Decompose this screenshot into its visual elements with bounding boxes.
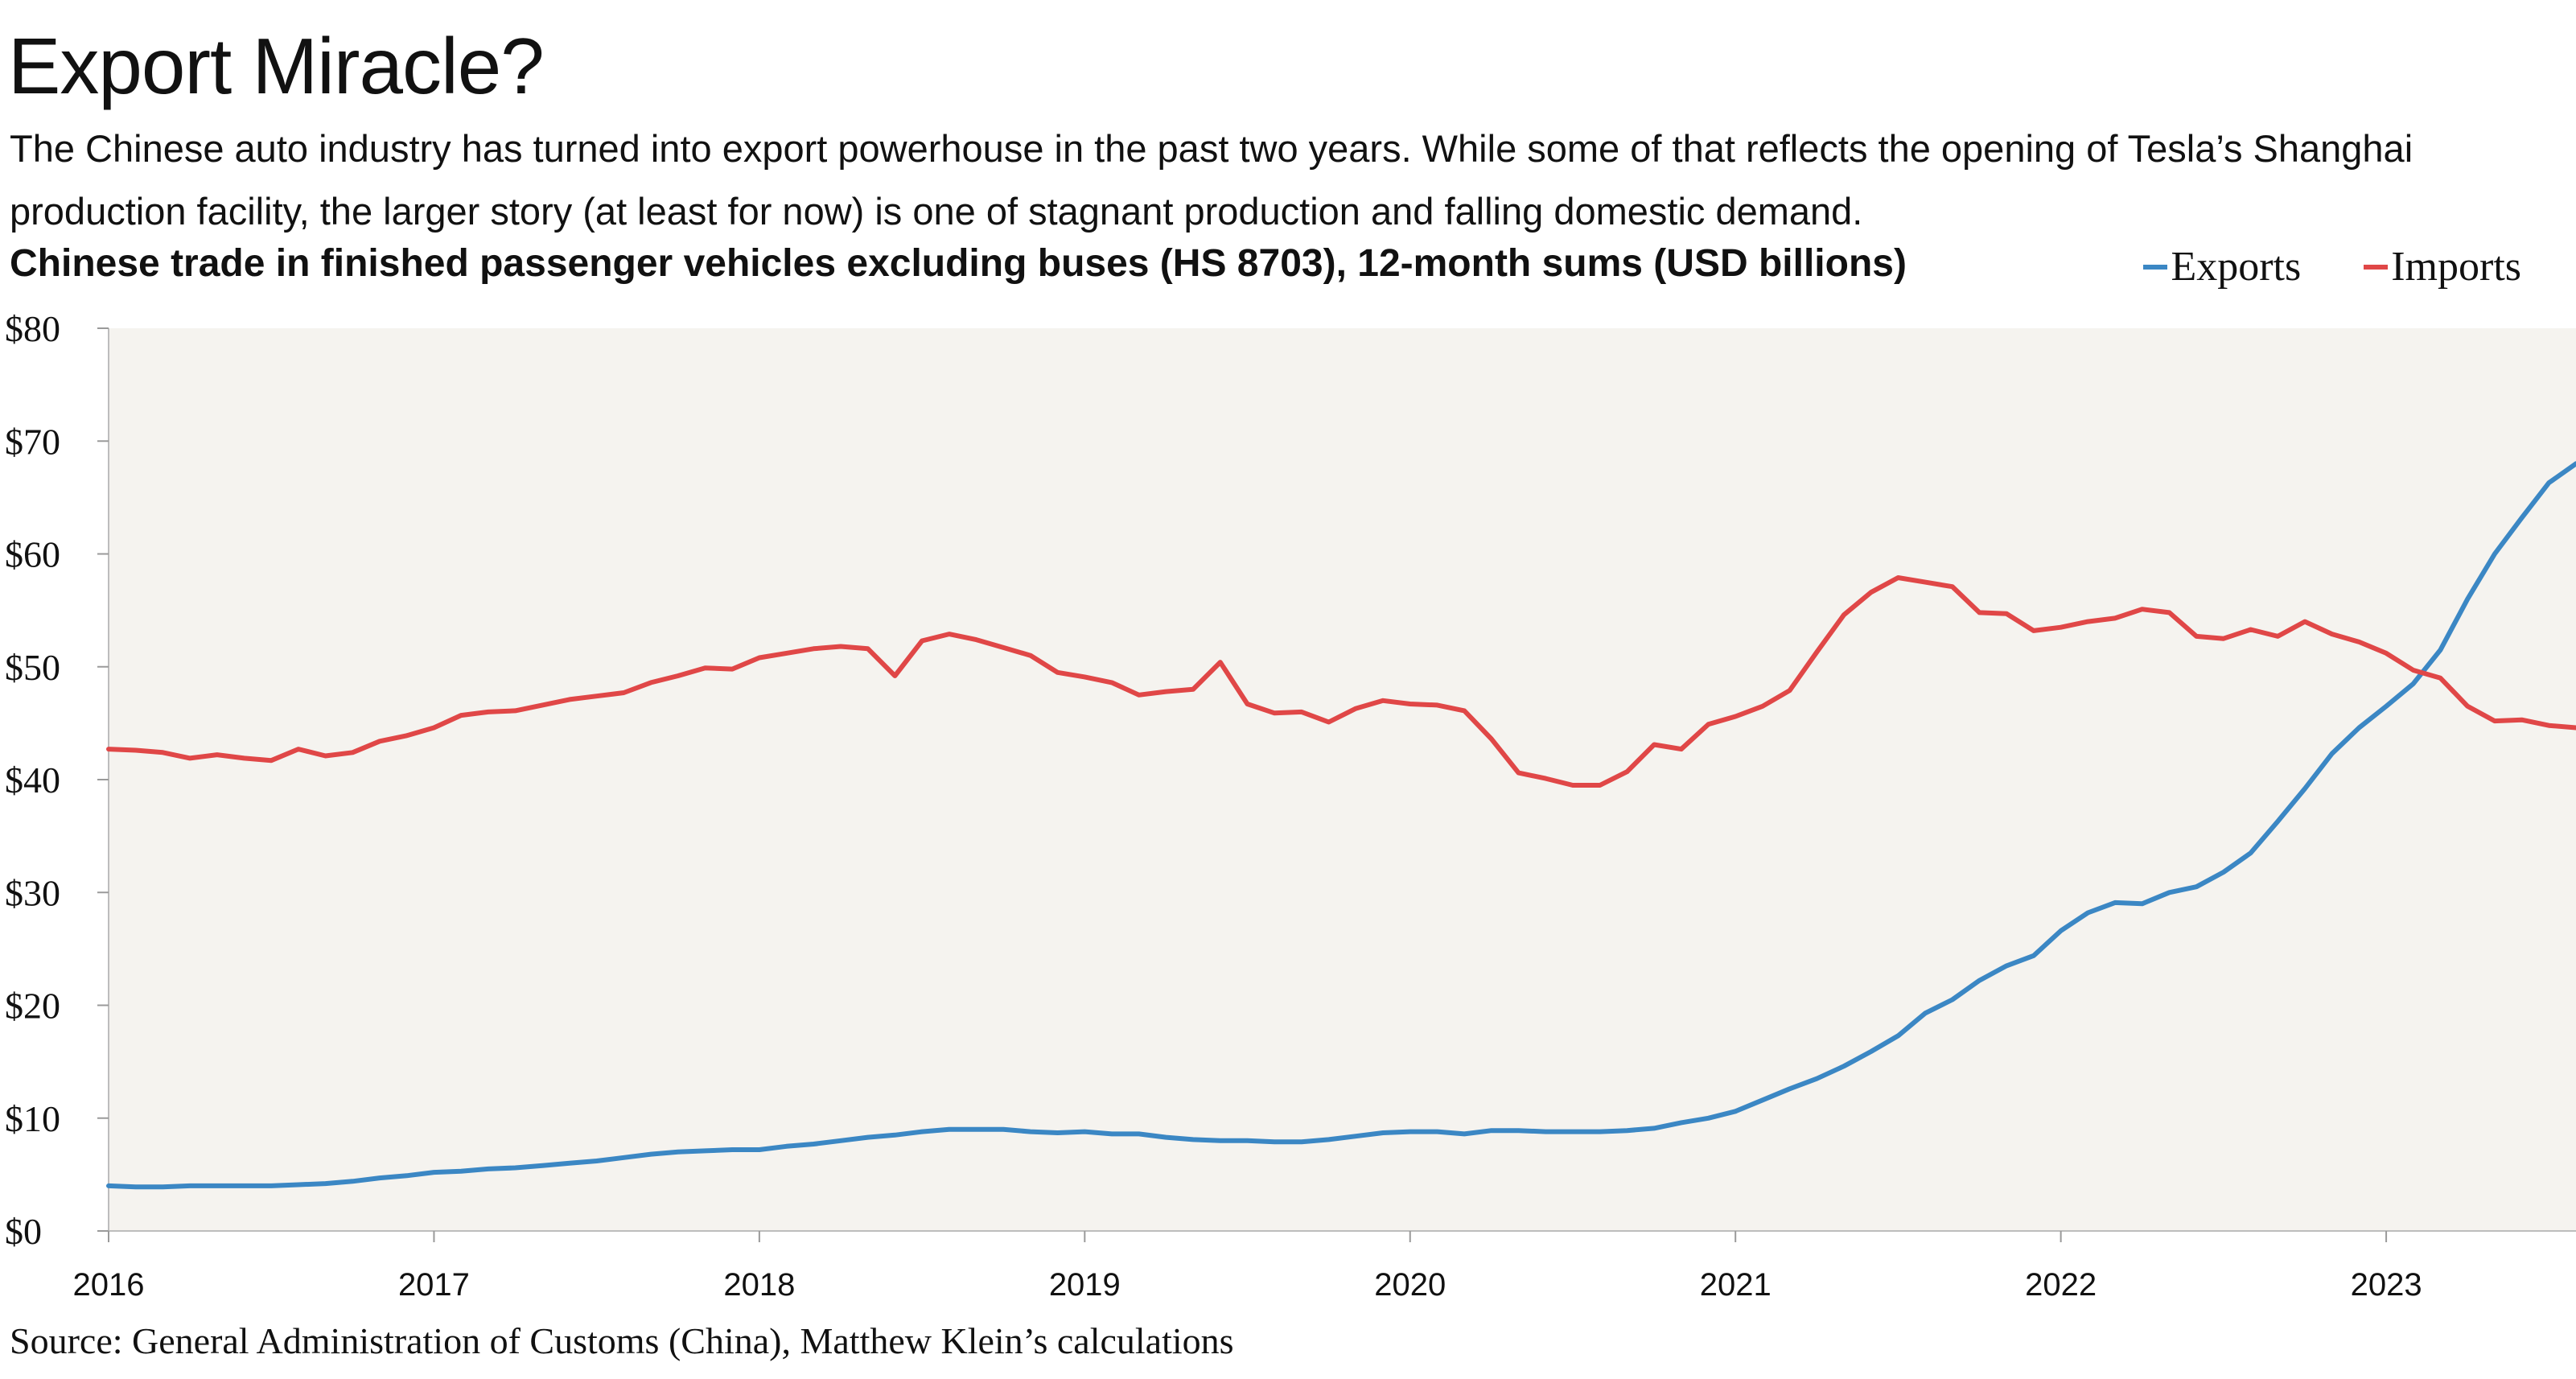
y-tick-label: $10 [5, 1098, 60, 1139]
source-note: Source: General Administration of Custom… [10, 1320, 1234, 1361]
x-axis: 2016 2017 2018 2019 2020 2021 2022 2023 [73, 1230, 2576, 1303]
chart-legend: Exports Imports [2143, 243, 2521, 290]
y-tick-label: $30 [5, 872, 60, 913]
x-tick-label: 2018 [723, 1267, 795, 1303]
y-axis: $0 $10 $20 $30 $40 $50 $60 $70 $80 [5, 308, 109, 1252]
legend-swatch-imports [2364, 264, 2389, 270]
series-lines [106, 461, 2576, 1190]
x-tick-label: 2017 [398, 1267, 470, 1303]
y-tick-label: $40 [5, 759, 60, 801]
x-tick-label: 2022 [2025, 1267, 2097, 1303]
series-line-exports [106, 461, 2576, 1190]
legend-label-imports: Imports [2391, 244, 2521, 290]
legend-label-exports: Exports [2171, 244, 2302, 290]
legend-item-imports[interactable]: Imports [2364, 243, 2521, 290]
x-tick-label: 2023 [2351, 1267, 2422, 1303]
y-tick-label: $60 [5, 534, 60, 575]
y-tick-label: $70 [5, 421, 60, 462]
x-tick-label: 2021 [1700, 1267, 1772, 1303]
legend-swatch-exports [2143, 264, 2168, 270]
series-line-imports [106, 575, 2576, 788]
page-subtitle: The Chinese auto industry has turned int… [10, 127, 2413, 233]
legend-item-exports[interactable]: Exports [2143, 243, 2301, 290]
y-tick-label: $20 [5, 986, 60, 1027]
y-tick-label: $50 [5, 647, 60, 688]
page-title: Export Miracle? [8, 22, 545, 110]
plot-background [109, 328, 2576, 1231]
y-tick-label: $80 [5, 308, 60, 349]
x-tick-label: 2020 [1374, 1267, 1446, 1303]
y-tick-label: $0 [5, 1211, 42, 1252]
x-tick-label: 2016 [73, 1267, 145, 1303]
chart-title: Chinese trade in finished passenger vehi… [10, 242, 1907, 285]
x-tick-label: 2019 [1049, 1267, 1121, 1303]
